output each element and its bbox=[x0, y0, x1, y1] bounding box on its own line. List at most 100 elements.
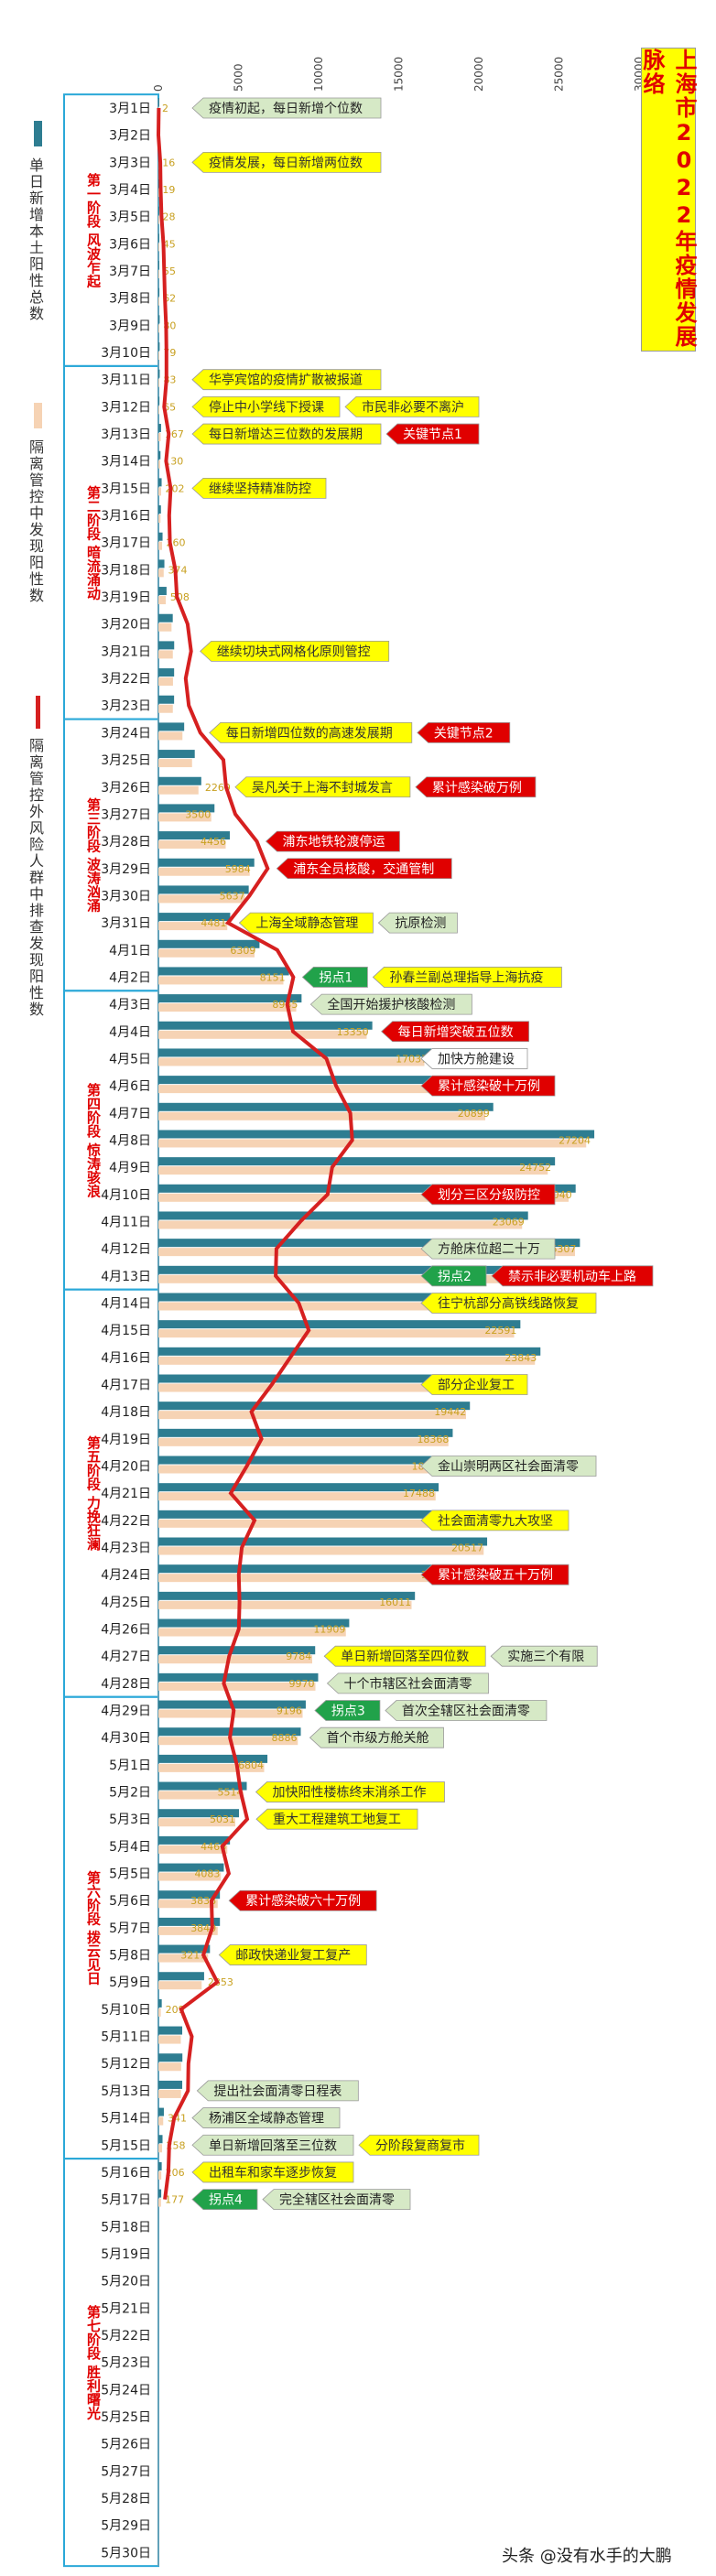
value-label: 18368 bbox=[417, 1434, 449, 1445]
annotation-box-10 bbox=[417, 722, 511, 743]
annotation-text-23: 划分三区分级防控 bbox=[438, 1188, 540, 1203]
date-label: 5月10日 bbox=[101, 2003, 151, 2018]
annotation-text-44: 单日新增回落至三位数 bbox=[209, 2138, 337, 2153]
bar-controlled bbox=[158, 704, 173, 713]
date-label: 4月3日 bbox=[109, 998, 151, 1012]
bar-total bbox=[158, 885, 249, 894]
annotation-box-15 bbox=[238, 912, 374, 934]
value-label: 5031 bbox=[210, 1813, 235, 1825]
bar-controlled bbox=[158, 1248, 575, 1257]
annotation-text-18: 孙春兰副总理指导上海抗疫 bbox=[389, 970, 543, 985]
bar-controlled bbox=[158, 215, 159, 224]
date-label: 4月5日 bbox=[109, 1052, 151, 1066]
annotation-box-37 bbox=[309, 1726, 444, 1748]
value-label: 130 bbox=[164, 456, 183, 468]
annotation-box-19 bbox=[309, 993, 472, 1015]
bar-total bbox=[158, 939, 260, 948]
bar-total bbox=[158, 695, 175, 704]
bar-controlled bbox=[158, 976, 284, 985]
annotations: 疫情初起，每日新增个位数疫情发展，每日新增两位数华亭宾馆的疫情扩散被报道停止中小… bbox=[191, 97, 654, 2210]
bar-total bbox=[158, 2189, 162, 2198]
annotation-box-35 bbox=[314, 1700, 381, 1721]
bar-total bbox=[158, 342, 160, 352]
annotation-text-36: 首次全辖区社会面清零 bbox=[402, 1704, 530, 1719]
date-label: 3月12日 bbox=[101, 400, 151, 415]
annotation-box-39 bbox=[255, 1808, 418, 1830]
annotation-box-24 bbox=[420, 1238, 556, 1260]
annotation-text-15: 上海全域静态管理 bbox=[255, 915, 358, 931]
legend-label-controlled: 隔离管控中发现阳性数 bbox=[27, 439, 44, 604]
bar-total bbox=[158, 1048, 432, 1057]
date-label: 5月22日 bbox=[101, 2329, 151, 2343]
annotation-text-27: 往宁杭部分高铁线路恢复 bbox=[438, 1295, 579, 1311]
annotation-box-47 bbox=[191, 2189, 258, 2210]
annotation-box-4 bbox=[344, 395, 480, 417]
annotation-text-17: 拐点1 bbox=[319, 970, 353, 985]
bar-controlled bbox=[158, 622, 172, 632]
bar-controlled bbox=[158, 1329, 515, 1338]
date-label: 5月14日 bbox=[101, 2112, 151, 2127]
bar-total bbox=[158, 1809, 240, 1818]
annotation-box-38 bbox=[255, 1781, 445, 1802]
date-label: 5月21日 bbox=[101, 2301, 151, 2316]
value-label: 28 bbox=[162, 211, 175, 223]
bar-total bbox=[158, 722, 185, 731]
date-label: 4月6日 bbox=[109, 1079, 151, 1094]
bar-controlled bbox=[158, 2062, 181, 2072]
annotation-box-25 bbox=[420, 1265, 487, 1287]
value-label: 9784 bbox=[286, 1651, 311, 1662]
date-label: 3月15日 bbox=[101, 482, 151, 496]
date-label: 4月23日 bbox=[101, 1542, 151, 1556]
annotation-text-42: 提出社会面清零日程表 bbox=[213, 2084, 342, 2099]
bar-controlled bbox=[158, 1411, 466, 1420]
value-label: 8151 bbox=[260, 971, 286, 983]
value-label: 8935 bbox=[272, 999, 298, 1011]
value-label: 6309 bbox=[230, 945, 255, 957]
bar-total bbox=[158, 206, 159, 215]
annotation-box-20 bbox=[381, 1021, 530, 1043]
stage-label-3: 第三阶段 波涛汹涌 bbox=[85, 797, 102, 914]
date-label: 5月23日 bbox=[101, 2356, 151, 2371]
annotation-text-21: 加快方舱建设 bbox=[438, 1052, 515, 1066]
date-label: 4月8日 bbox=[109, 1133, 151, 1148]
bar-total bbox=[158, 1863, 224, 1872]
bar-total bbox=[158, 1510, 515, 1519]
date-label: 4月29日 bbox=[101, 1705, 151, 1719]
date-label: 4月14日 bbox=[101, 1296, 151, 1311]
value-label: 19 bbox=[162, 184, 175, 196]
annotation-box-42 bbox=[196, 2080, 359, 2102]
annotation-box-48 bbox=[262, 2189, 411, 2210]
value-label: 24752 bbox=[519, 1162, 551, 1174]
annotation-text-19: 全国开始援护核酸检测 bbox=[327, 997, 455, 1012]
bar-total bbox=[158, 668, 175, 677]
bar-total bbox=[158, 641, 175, 650]
annotation-text-1: 疫情发展，每日新增两位数 bbox=[209, 156, 363, 170]
value-label: 55 bbox=[163, 265, 176, 277]
bar-total bbox=[158, 858, 255, 867]
bar-controlled bbox=[158, 243, 159, 252]
bar-controlled bbox=[158, 1926, 218, 1935]
bar-controlled bbox=[158, 2035, 181, 2044]
bar-controlled bbox=[158, 596, 167, 605]
date-label: 3月4日 bbox=[109, 183, 151, 198]
bar-total bbox=[158, 396, 160, 406]
annotation-box-45 bbox=[358, 2134, 480, 2156]
bar-controlled bbox=[158, 1111, 485, 1120]
annotation-text-13: 浦东地铁轮渡停运 bbox=[283, 834, 385, 850]
date-label: 5月8日 bbox=[109, 1949, 151, 1964]
annotation-text-2: 华亭宾馆的疫情扩散被报道 bbox=[209, 373, 363, 388]
date-label: 3月7日 bbox=[109, 265, 151, 279]
date-label: 4月17日 bbox=[101, 1378, 151, 1392]
annotation-text-6: 关键节点1 bbox=[403, 428, 462, 442]
bar-controlled bbox=[158, 1872, 222, 1881]
bar-total bbox=[158, 1646, 316, 1655]
bar-controlled bbox=[158, 1900, 218, 1909]
series-line-red bbox=[156, 107, 354, 2200]
stage-label-6: 第六阶段 拨云见日 bbox=[85, 1869, 102, 1986]
bar-controlled bbox=[158, 1655, 312, 1664]
bar-total bbox=[158, 804, 215, 813]
annotation-text-29: 金山崇明两区社会面清零 bbox=[438, 1460, 579, 1475]
bar-total bbox=[158, 913, 231, 922]
bar-controlled bbox=[158, 677, 173, 687]
bar-total bbox=[158, 587, 167, 596]
